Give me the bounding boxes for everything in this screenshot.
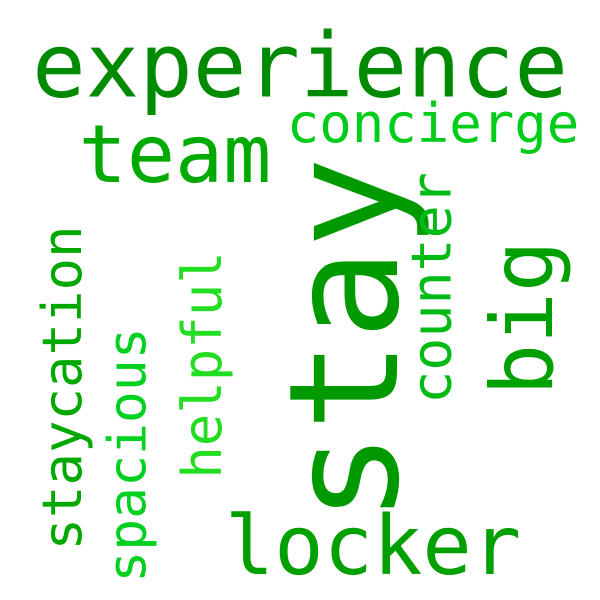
word-counter: counter xyxy=(399,172,464,404)
word-stay: stay xyxy=(256,156,433,524)
word-team: team xyxy=(78,108,272,201)
word-helpful: helpful xyxy=(171,251,234,479)
word-big: big xyxy=(473,240,573,396)
word-spacious: spacious xyxy=(97,327,159,583)
word-experience: experience xyxy=(32,13,568,118)
word-concierge: concierge xyxy=(286,92,580,155)
word-staycation: staycation xyxy=(31,225,94,551)
word-locker: locker xyxy=(224,499,522,594)
